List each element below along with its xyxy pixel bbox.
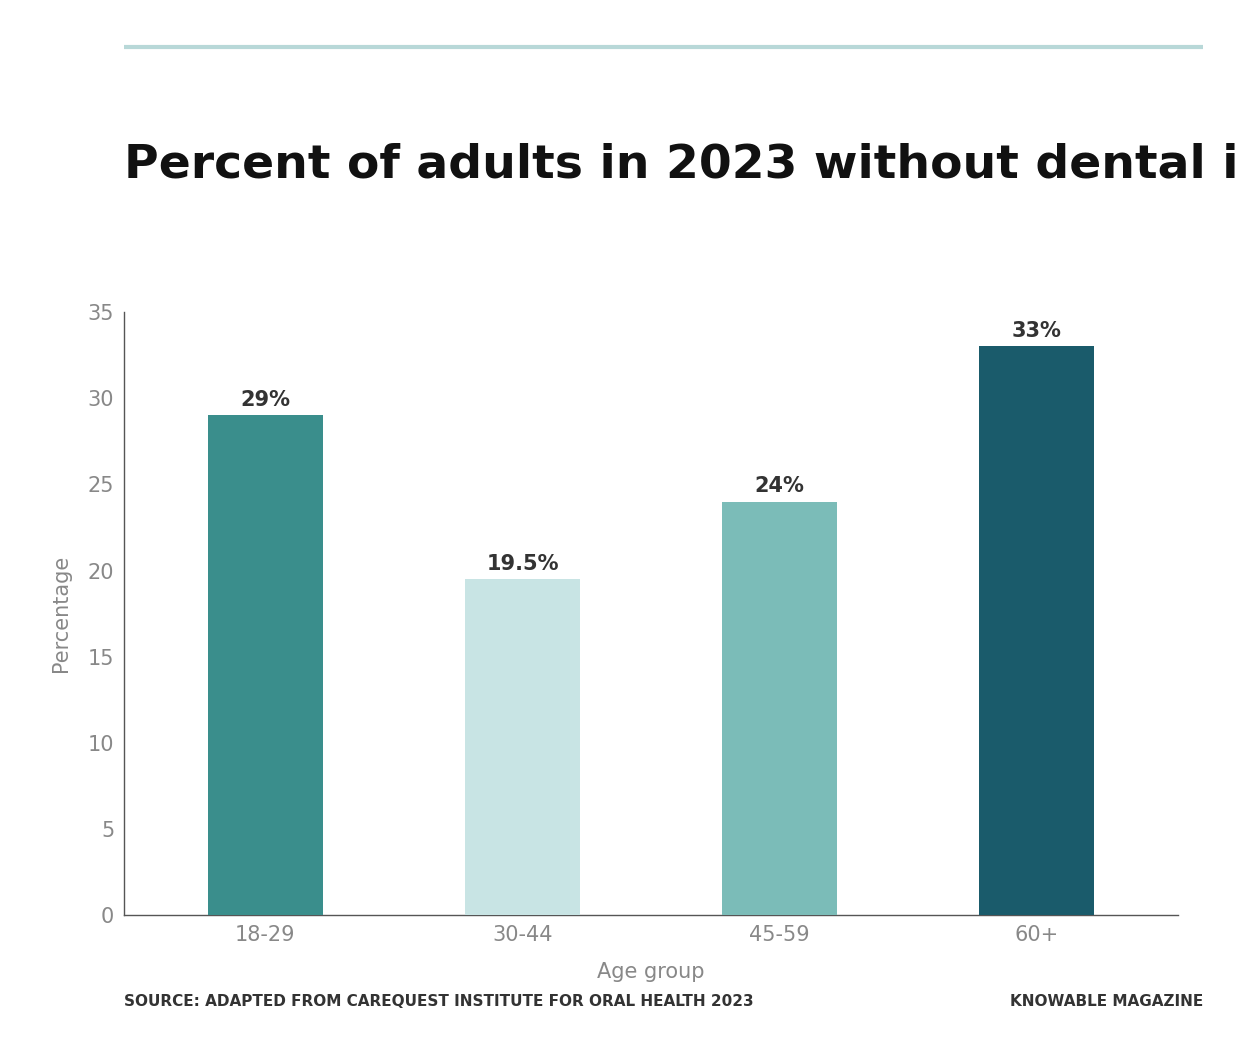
Text: KNOWABLE MAGAZINE: KNOWABLE MAGAZINE <box>1009 994 1203 1009</box>
Bar <box>722 501 837 915</box>
Bar <box>207 415 324 915</box>
Text: 19.5%: 19.5% <box>486 554 559 574</box>
Text: 33%: 33% <box>1012 321 1061 341</box>
Text: 29%: 29% <box>241 390 290 410</box>
Text: SOURCE: ADAPTED FROM CAREQUEST INSTITUTE FOR ORAL HEALTH 2023: SOURCE: ADAPTED FROM CAREQUEST INSTITUTE… <box>124 994 754 1009</box>
Y-axis label: Percentage: Percentage <box>51 555 71 672</box>
Bar <box>978 346 1095 915</box>
Text: 24%: 24% <box>755 476 805 496</box>
Bar <box>465 579 580 915</box>
X-axis label: Age group: Age group <box>598 962 704 982</box>
Text: Percent of adults in 2023 without dental insurance: Percent of adults in 2023 without dental… <box>124 142 1240 187</box>
